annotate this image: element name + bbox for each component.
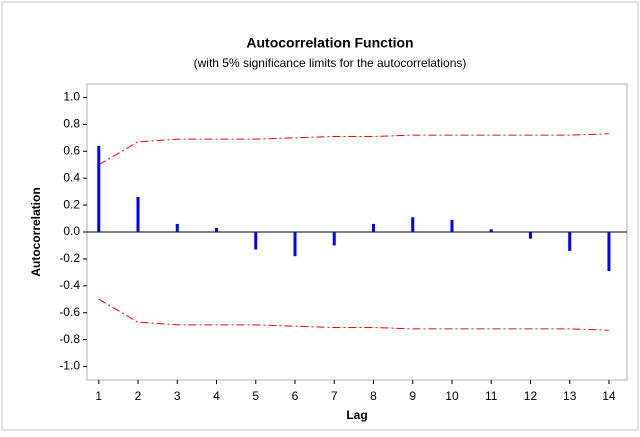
acf-bar [489, 229, 493, 232]
significance-limit [98, 298, 609, 331]
y-tick-label: -0.8 [59, 332, 80, 346]
acf-bar [293, 232, 297, 257]
y-tick-label: 1.0 [63, 90, 80, 104]
y-tick-label: 0.0 [63, 224, 80, 238]
y-tick-label: 0.8 [63, 117, 80, 131]
x-tick-label: 11 [485, 389, 498, 403]
x-tick-label: 10 [445, 389, 459, 403]
y-tick-label: -0.6 [59, 305, 80, 319]
y-tick-label: -0.2 [59, 251, 80, 265]
acf-bar [528, 232, 532, 239]
chart-subtitle: (with 5% significance limits for the aut… [194, 56, 467, 70]
x-tick-label: 1 [95, 389, 102, 403]
acf-bar [568, 232, 572, 251]
y-tick-label: -0.4 [59, 278, 80, 292]
y-tick-label: 0.2 [63, 197, 80, 211]
acf-bar [97, 145, 101, 232]
acf-bar [215, 227, 219, 232]
acf-bar [450, 219, 454, 232]
x-tick-label: 7 [331, 389, 338, 403]
x-tick-label: 6 [292, 389, 299, 403]
acf-bar [136, 197, 140, 232]
y-tick-label: -1.0 [59, 359, 80, 373]
acf-bar [411, 217, 415, 232]
acf-bar [371, 223, 375, 232]
x-tick-label: 2 [135, 389, 142, 403]
acf-bar [607, 232, 611, 272]
x-axis-label: Lag [346, 408, 367, 422]
x-tick-label: 5 [252, 389, 259, 403]
x-tick-label: 8 [370, 389, 377, 403]
y-tick-label: 0.4 [63, 170, 80, 184]
acf-bar [254, 232, 258, 250]
x-tick-label: 13 [563, 389, 577, 403]
y-tick-label: 0.6 [63, 143, 80, 157]
x-tick-label: 14 [602, 389, 616, 403]
chart-title: Autocorrelation Function [246, 35, 413, 51]
y-axis-label: Autocorrelation [29, 187, 43, 276]
significance-limit [98, 133, 609, 166]
x-tick-label: 9 [409, 389, 416, 403]
x-tick-label: 4 [213, 389, 220, 403]
acf-bar [175, 223, 179, 232]
x-tick-label: 12 [524, 389, 538, 403]
acf-bar [332, 232, 336, 246]
x-tick-label: 3 [174, 389, 181, 403]
